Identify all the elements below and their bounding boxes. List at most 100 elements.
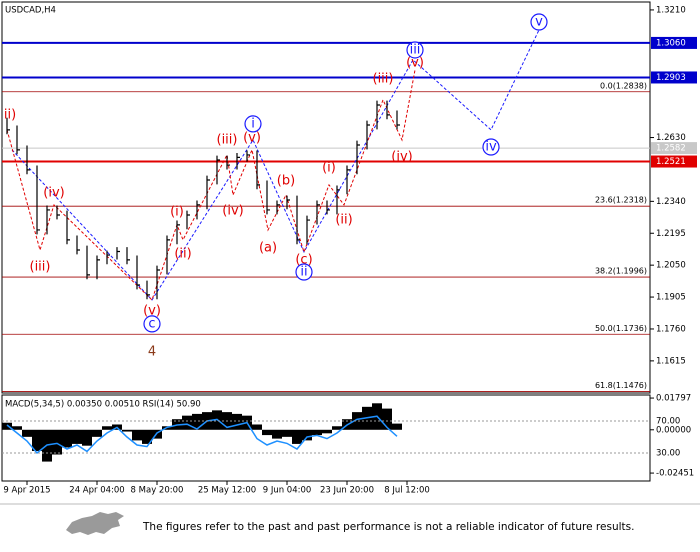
wave-label: (i) [170, 204, 184, 219]
indicator-title: MACD(5,34,5) 0.00350 0.00510 RSI(14) 50.… [5, 400, 201, 410]
wave-label: (v) [406, 55, 424, 70]
macd-bar [142, 429, 152, 444]
macd-bar [62, 429, 72, 448]
wave-label: (a) [259, 240, 277, 255]
wave-circle [482, 138, 500, 156]
wave-label: ii) [4, 107, 16, 122]
macd-bar [262, 429, 272, 436]
main-panel [1, 1, 651, 394]
price-bar [386, 100, 390, 120]
level-box [651, 71, 697, 84]
wave-circle [244, 115, 262, 133]
wave-label: (i) [322, 160, 336, 175]
price-bar [316, 200, 320, 225]
price-bar [246, 150, 250, 162]
level-label: 1.3060 [656, 38, 686, 48]
y-tick-label: 1.1905 [656, 293, 686, 303]
macd-tick-label: 0.00000 [656, 425, 691, 435]
price-bar [396, 110, 400, 130]
macd-bar [332, 426, 342, 430]
wave-label: 4 [148, 345, 156, 360]
wave-label: iv [485, 140, 497, 155]
y-tick-label: 1.2340 [656, 197, 686, 207]
price-bar [336, 185, 340, 215]
macd-bar [382, 408, 392, 430]
rsi-tick-label: 30.00 [656, 449, 680, 459]
macd-bar [282, 429, 292, 437]
fib-label: 0.0(1.2838) [600, 81, 647, 90]
y-tick-label: 1.2195 [656, 229, 686, 239]
y-tick-label: 1.1615 [656, 356, 686, 366]
price-bar [326, 200, 330, 215]
price-bar [46, 205, 50, 235]
wave-label: ii [300, 264, 307, 279]
macd-bar [82, 429, 92, 446]
macd-bar [182, 415, 192, 430]
price-bar [186, 210, 190, 230]
wave-label: (iv) [391, 149, 412, 164]
fib-label: 23.6(1.2318) [595, 196, 647, 205]
macd-bar [12, 426, 22, 430]
wave-label: (b) [277, 173, 295, 188]
wave-label: v [535, 15, 543, 30]
rsi-tick-label: 70.00 [656, 417, 680, 427]
wave-label: (ii) [174, 246, 191, 261]
price-bar [146, 280, 150, 300]
macd-bar [22, 429, 32, 437]
macd-bar [312, 429, 322, 436]
wave-circle [143, 315, 161, 333]
wave-path [6, 69, 416, 301]
price-bar [166, 235, 170, 275]
x-tick-label: 24 Apr 04:00 [69, 486, 124, 496]
wave-label: iii [410, 42, 421, 57]
wave-circle [295, 263, 313, 281]
price-bar [176, 220, 180, 245]
x-tick-label: 25 May 12:00 [198, 486, 256, 496]
wave-label: (iv) [43, 185, 64, 200]
macd-tick-label: 0.01797 [656, 394, 691, 404]
x-tick-label: 8 May 20:00 [131, 486, 184, 496]
macd-bar [92, 429, 102, 437]
price-bar [266, 180, 270, 215]
price-bar [36, 165, 40, 235]
macd-bar [392, 423, 402, 430]
price-bar [86, 245, 90, 280]
price-bar [6, 117, 10, 135]
y-tick-label: 1.1760 [656, 324, 686, 334]
macd-bar [72, 429, 82, 444]
rsi-line [6, 415, 398, 455]
macd-bar [132, 429, 142, 441]
macd-bar [32, 429, 42, 451]
price-bar [376, 100, 380, 130]
macd-bar [272, 429, 282, 439]
price-bar [276, 200, 280, 215]
level-box [651, 36, 697, 49]
macd-bar [232, 413, 242, 430]
wave-label: (c) [295, 252, 312, 267]
level-box [651, 155, 697, 168]
macd-bar [302, 429, 312, 441]
macd-bar [352, 412, 362, 430]
price-bar [126, 247, 130, 265]
price-bar [296, 195, 300, 245]
indicator-panel [1, 394, 651, 482]
price-bar [66, 210, 70, 245]
macd-tick-label: -0.02451 [656, 469, 694, 479]
fib-label: 50.0(1.1736) [595, 324, 647, 333]
y-tick-label: 1.3210 [656, 5, 686, 15]
x-tick-label: 9 Apr 2015 [3, 486, 50, 496]
wave-label: (iii) [30, 259, 51, 274]
price-bar [236, 152, 240, 170]
wave-label: (iv) [222, 204, 243, 219]
price-bar [136, 255, 140, 290]
wave-label: (ii) [335, 213, 352, 228]
fib-label: 38.2(1.1996) [595, 267, 647, 276]
price-bar [206, 175, 210, 210]
wave-label: c [148, 316, 155, 331]
y-tick-label: 1.2630 [656, 133, 686, 143]
price-bar [226, 155, 230, 170]
wave-label: (v) [143, 303, 161, 318]
level-label: 1.2582 [656, 144, 686, 154]
price-bar [156, 265, 160, 300]
